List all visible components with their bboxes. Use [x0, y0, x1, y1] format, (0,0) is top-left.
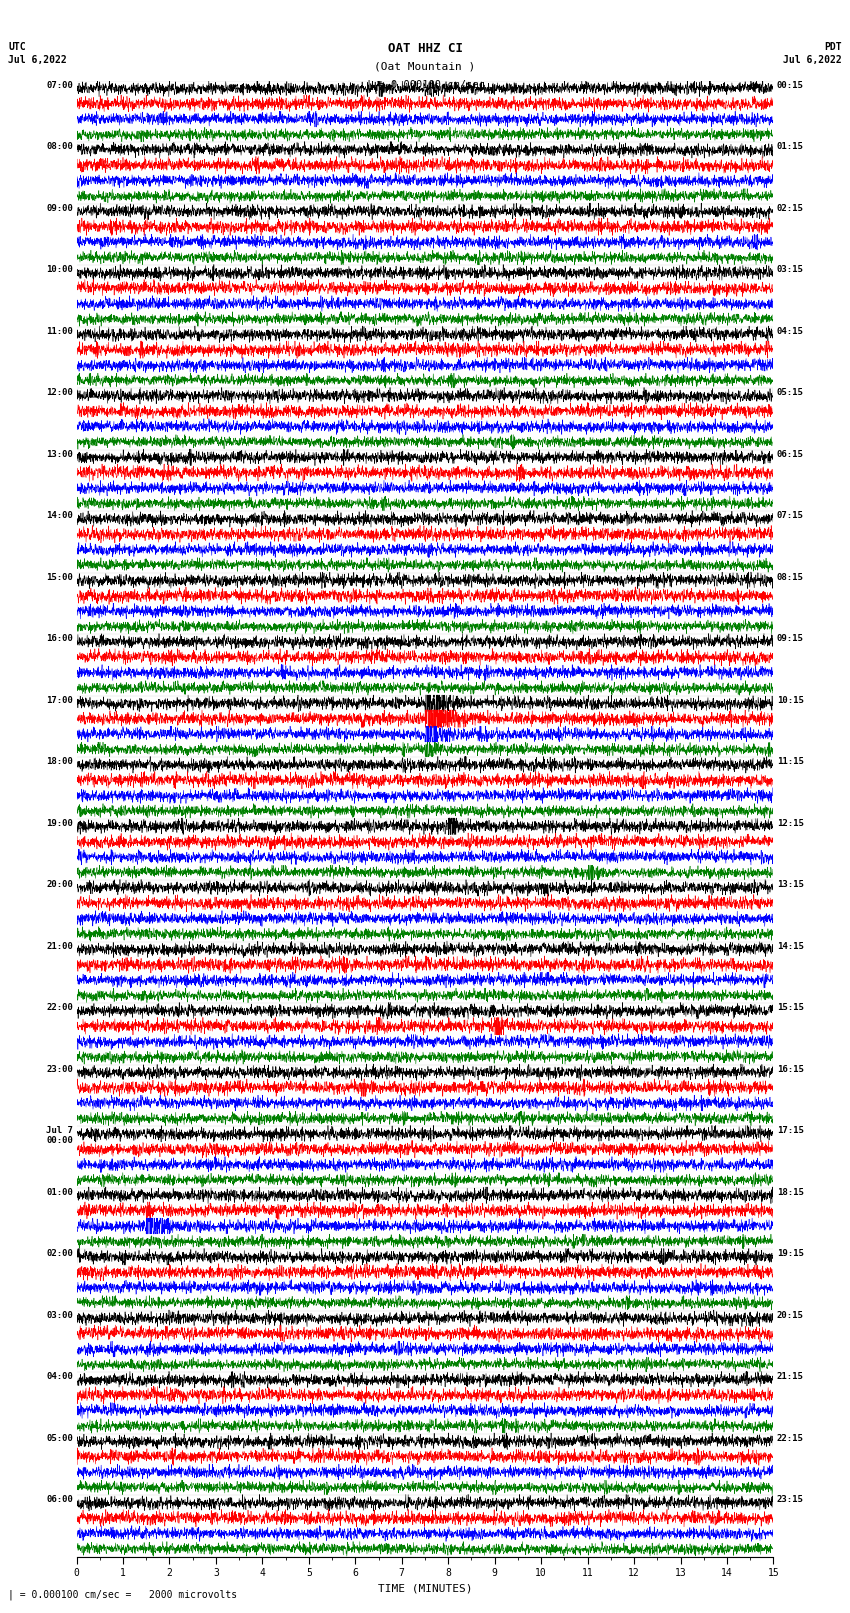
Text: 16:15: 16:15 — [777, 1065, 804, 1074]
Text: 08:00: 08:00 — [46, 142, 73, 152]
Text: 18:00: 18:00 — [46, 756, 73, 766]
Text: 13:15: 13:15 — [777, 881, 804, 889]
Text: 20:00: 20:00 — [46, 881, 73, 889]
Text: 02:15: 02:15 — [777, 203, 804, 213]
Text: 05:00: 05:00 — [46, 1434, 73, 1442]
Text: 09:15: 09:15 — [777, 634, 804, 644]
Text: OAT HHZ CI: OAT HHZ CI — [388, 42, 462, 55]
X-axis label: TIME (MINUTES): TIME (MINUTES) — [377, 1584, 473, 1594]
Text: 00:15: 00:15 — [777, 81, 804, 90]
Text: 05:15: 05:15 — [777, 389, 804, 397]
Text: 01:15: 01:15 — [777, 142, 804, 152]
Text: 22:15: 22:15 — [777, 1434, 804, 1442]
Text: 06:00: 06:00 — [46, 1495, 73, 1503]
Text: 15:15: 15:15 — [777, 1003, 804, 1011]
Text: 04:00: 04:00 — [46, 1373, 73, 1381]
Text: 23:15: 23:15 — [777, 1495, 804, 1503]
Text: 17:00: 17:00 — [46, 695, 73, 705]
Text: 06:15: 06:15 — [777, 450, 804, 458]
Text: 12:00: 12:00 — [46, 389, 73, 397]
Text: 10:00: 10:00 — [46, 265, 73, 274]
Text: 16:00: 16:00 — [46, 634, 73, 644]
Text: 18:15: 18:15 — [777, 1187, 804, 1197]
Text: UTC
Jul 6,2022: UTC Jul 6,2022 — [8, 42, 67, 65]
Text: 23:00: 23:00 — [46, 1065, 73, 1074]
Text: 21:00: 21:00 — [46, 942, 73, 950]
Text: 14:15: 14:15 — [777, 942, 804, 950]
Text: PDT
Jul 6,2022: PDT Jul 6,2022 — [783, 42, 842, 65]
Text: 19:00: 19:00 — [46, 818, 73, 827]
Text: 07:00: 07:00 — [46, 81, 73, 90]
Text: 08:15: 08:15 — [777, 573, 804, 582]
Text: 22:00: 22:00 — [46, 1003, 73, 1011]
Text: 14:00: 14:00 — [46, 511, 73, 519]
Text: 02:00: 02:00 — [46, 1248, 73, 1258]
Text: 03:15: 03:15 — [777, 265, 804, 274]
Text: 17:15: 17:15 — [777, 1126, 804, 1136]
Text: 10:15: 10:15 — [777, 695, 804, 705]
Text: 19:15: 19:15 — [777, 1248, 804, 1258]
Text: 11:15: 11:15 — [777, 756, 804, 766]
Text: 11:00: 11:00 — [46, 326, 73, 336]
Text: | = 0.000100 cm/sec: | = 0.000100 cm/sec — [366, 79, 484, 90]
Text: 04:15: 04:15 — [777, 326, 804, 336]
Text: Jul 7
00:00: Jul 7 00:00 — [46, 1126, 73, 1145]
Text: (Oat Mountain ): (Oat Mountain ) — [374, 61, 476, 71]
Text: 21:15: 21:15 — [777, 1373, 804, 1381]
Text: 20:15: 20:15 — [777, 1310, 804, 1319]
Text: | = 0.000100 cm/sec =   2000 microvolts: | = 0.000100 cm/sec = 2000 microvolts — [8, 1589, 238, 1600]
Text: 13:00: 13:00 — [46, 450, 73, 458]
Text: 12:15: 12:15 — [777, 818, 804, 827]
Text: 01:00: 01:00 — [46, 1187, 73, 1197]
Text: 09:00: 09:00 — [46, 203, 73, 213]
Text: 15:00: 15:00 — [46, 573, 73, 582]
Text: 07:15: 07:15 — [777, 511, 804, 519]
Text: 03:00: 03:00 — [46, 1310, 73, 1319]
